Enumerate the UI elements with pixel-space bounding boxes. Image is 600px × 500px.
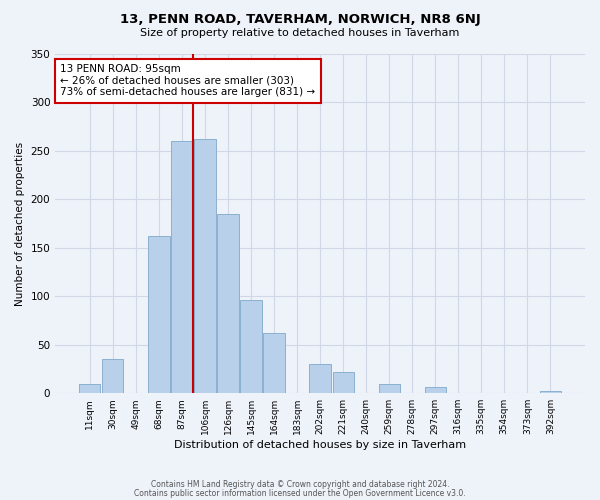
Bar: [379, 384, 400, 393]
Text: 13, PENN ROAD, TAVERHAM, NORWICH, NR8 6NJ: 13, PENN ROAD, TAVERHAM, NORWICH, NR8 6N…: [119, 12, 481, 26]
Text: 13 PENN ROAD: 95sqm
← 26% of detached houses are smaller (303)
73% of semi-detac: 13 PENN ROAD: 95sqm ← 26% of detached ho…: [61, 64, 316, 98]
Bar: [194, 140, 215, 393]
X-axis label: Distribution of detached houses by size in Taverham: Distribution of detached houses by size …: [174, 440, 466, 450]
Bar: [102, 360, 124, 393]
Bar: [332, 372, 353, 393]
Bar: [425, 388, 446, 393]
Bar: [263, 333, 284, 393]
Bar: [79, 384, 100, 393]
Text: Size of property relative to detached houses in Taverham: Size of property relative to detached ho…: [140, 28, 460, 38]
Bar: [148, 236, 170, 393]
Y-axis label: Number of detached properties: Number of detached properties: [15, 142, 25, 306]
Bar: [241, 300, 262, 393]
Bar: [172, 141, 193, 393]
Text: Contains public sector information licensed under the Open Government Licence v3: Contains public sector information licen…: [134, 488, 466, 498]
Bar: [540, 392, 561, 393]
Bar: [310, 364, 331, 393]
Bar: [217, 214, 239, 393]
Text: Contains HM Land Registry data © Crown copyright and database right 2024.: Contains HM Land Registry data © Crown c…: [151, 480, 449, 489]
